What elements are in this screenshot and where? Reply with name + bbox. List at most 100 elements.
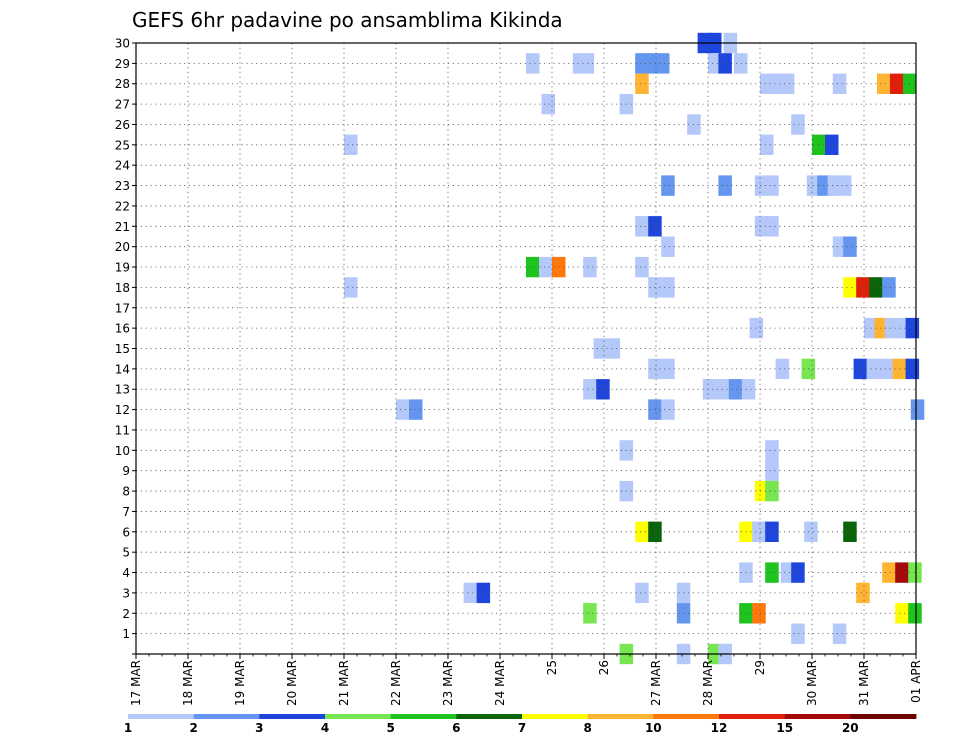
- heatmap-cell: [780, 73, 795, 94]
- heatmap-cell: [728, 379, 743, 400]
- heatmap-cell: [856, 582, 870, 604]
- heatmap-cell: [702, 379, 717, 400]
- y-tick-label: 9: [122, 464, 130, 478]
- heatmap-cell: [856, 277, 870, 298]
- heatmap-cell: [526, 53, 540, 74]
- y-tick-label: 30: [115, 37, 130, 51]
- heatmap-cell: [791, 623, 805, 644]
- heatmap-cell: [476, 582, 491, 604]
- legend-label: 15: [776, 721, 793, 735]
- x-tick-label: 31 MAR: [857, 660, 871, 706]
- y-tick-label: 26: [115, 118, 130, 132]
- y-tick-label: 8: [122, 485, 130, 499]
- legend-swatch: [390, 714, 457, 719]
- y-tick-label: 20: [115, 240, 130, 254]
- legend-swatch: [850, 714, 917, 719]
- heatmap-cell: [843, 236, 857, 257]
- heatmap-cell: [752, 521, 766, 542]
- legend-label: 1: [124, 721, 132, 735]
- x-tick-label: 27 MAR: [649, 660, 663, 706]
- chart-title: GEFS 6hr padavine po ansamblima Kikinda: [132, 8, 563, 32]
- y-tick-label: 27: [115, 98, 130, 112]
- gridlines: [136, 43, 916, 654]
- x-tick-label: 22 MAR: [389, 660, 403, 706]
- heatmap-cell: [635, 53, 649, 74]
- heatmap-cell: [866, 358, 881, 380]
- heatmap-cell: [765, 480, 779, 502]
- legend-label: 10: [645, 721, 662, 735]
- y-tick-label: 13: [115, 383, 130, 397]
- legend-swatch: [193, 714, 260, 719]
- heatmap-cell: [539, 256, 553, 278]
- heatmap-cell: [635, 216, 649, 237]
- x-tick-label: 01 APR: [909, 660, 923, 703]
- heatmap-cell: [661, 277, 675, 298]
- heatmap-cell: [583, 256, 597, 278]
- heatmap-cell: [661, 175, 675, 196]
- legend-label: 3: [255, 721, 263, 735]
- heatmap-cell: [593, 338, 608, 359]
- heatmap-cell: [661, 399, 675, 420]
- heatmap-cell: [754, 480, 769, 502]
- heatmap-cell: [884, 317, 899, 339]
- color-legend: 1 2 3 4 5 6 7 8 10 12 15 20: [124, 714, 917, 735]
- heatmap-cell: [396, 399, 410, 420]
- legend-swatch: [325, 714, 392, 719]
- legend-swatch: [456, 714, 523, 719]
- legend-label: 20: [842, 721, 859, 735]
- y-tick-label: 18: [115, 281, 130, 295]
- x-axis-ticks: 17 MAR 18 MAR 19 MAR 20 MAR 21 MAR 22 MAR 23 M…: [129, 654, 923, 706]
- heatmap-cell: [832, 73, 847, 94]
- heatmap-cell: [775, 358, 790, 380]
- heatmap-cell: [463, 582, 478, 604]
- x-tick-label: 20 MAR: [285, 660, 299, 706]
- heatmap-cell: [832, 623, 847, 644]
- heatmap-cell: [910, 399, 925, 420]
- heatmap-cell: [882, 277, 896, 298]
- heatmap-cell: [780, 562, 795, 583]
- heatmap-cell: [804, 521, 818, 542]
- y-tick-label: 12: [115, 403, 130, 417]
- y-tick-label: 1: [122, 627, 130, 641]
- y-tick-label: 24: [115, 159, 130, 173]
- heatmap-cell: [718, 53, 732, 74]
- legend-swatch: [719, 714, 786, 719]
- heatmap-cell: [656, 53, 670, 74]
- y-tick-label: 17: [115, 301, 130, 315]
- heatmap-cell: [752, 603, 766, 624]
- heatmap-cell: [760, 73, 774, 94]
- heatmap-cell: [882, 562, 896, 583]
- heatmap-cell: [895, 562, 909, 583]
- heatmap-cell: [526, 256, 540, 278]
- x-tick-label: 23 MAR: [441, 660, 455, 706]
- x-tick-label: 26: [597, 660, 611, 675]
- heatmap-cell: [741, 379, 756, 400]
- legend-label: 7: [518, 721, 526, 735]
- heatmap-cell: [832, 236, 847, 257]
- heatmap-cell: [853, 358, 868, 380]
- heatmap-cell: [791, 562, 805, 583]
- heatmap-cell: [606, 338, 621, 359]
- heatmap-cell: [635, 73, 649, 94]
- y-tick-label: 15: [115, 342, 130, 356]
- heatmap-cell: [770, 73, 784, 94]
- legend-swatch: [653, 714, 720, 719]
- heatmap-cell: [843, 277, 857, 298]
- legend-swatch: [587, 714, 654, 719]
- y-tick-label: 10: [115, 444, 130, 458]
- y-tick-label: 2: [122, 607, 130, 621]
- x-tick-label: 25: [545, 660, 559, 675]
- legend-label: 2: [190, 721, 198, 735]
- y-tick-label: 6: [122, 525, 130, 539]
- heatmap-cell: [760, 134, 774, 155]
- y-tick-label: 5: [122, 546, 130, 560]
- heatmap-cell: [765, 440, 779, 461]
- heatmap-cell: [409, 399, 423, 420]
- y-tick-label: 11: [115, 423, 130, 437]
- legend-swatch: [259, 714, 326, 719]
- x-tick-label: 19 MAR: [233, 660, 247, 706]
- heatmap-cell: [908, 603, 922, 624]
- legend-label: 8: [584, 721, 592, 735]
- heatmap-cell: [344, 134, 358, 155]
- heatmap-cell: [765, 521, 779, 542]
